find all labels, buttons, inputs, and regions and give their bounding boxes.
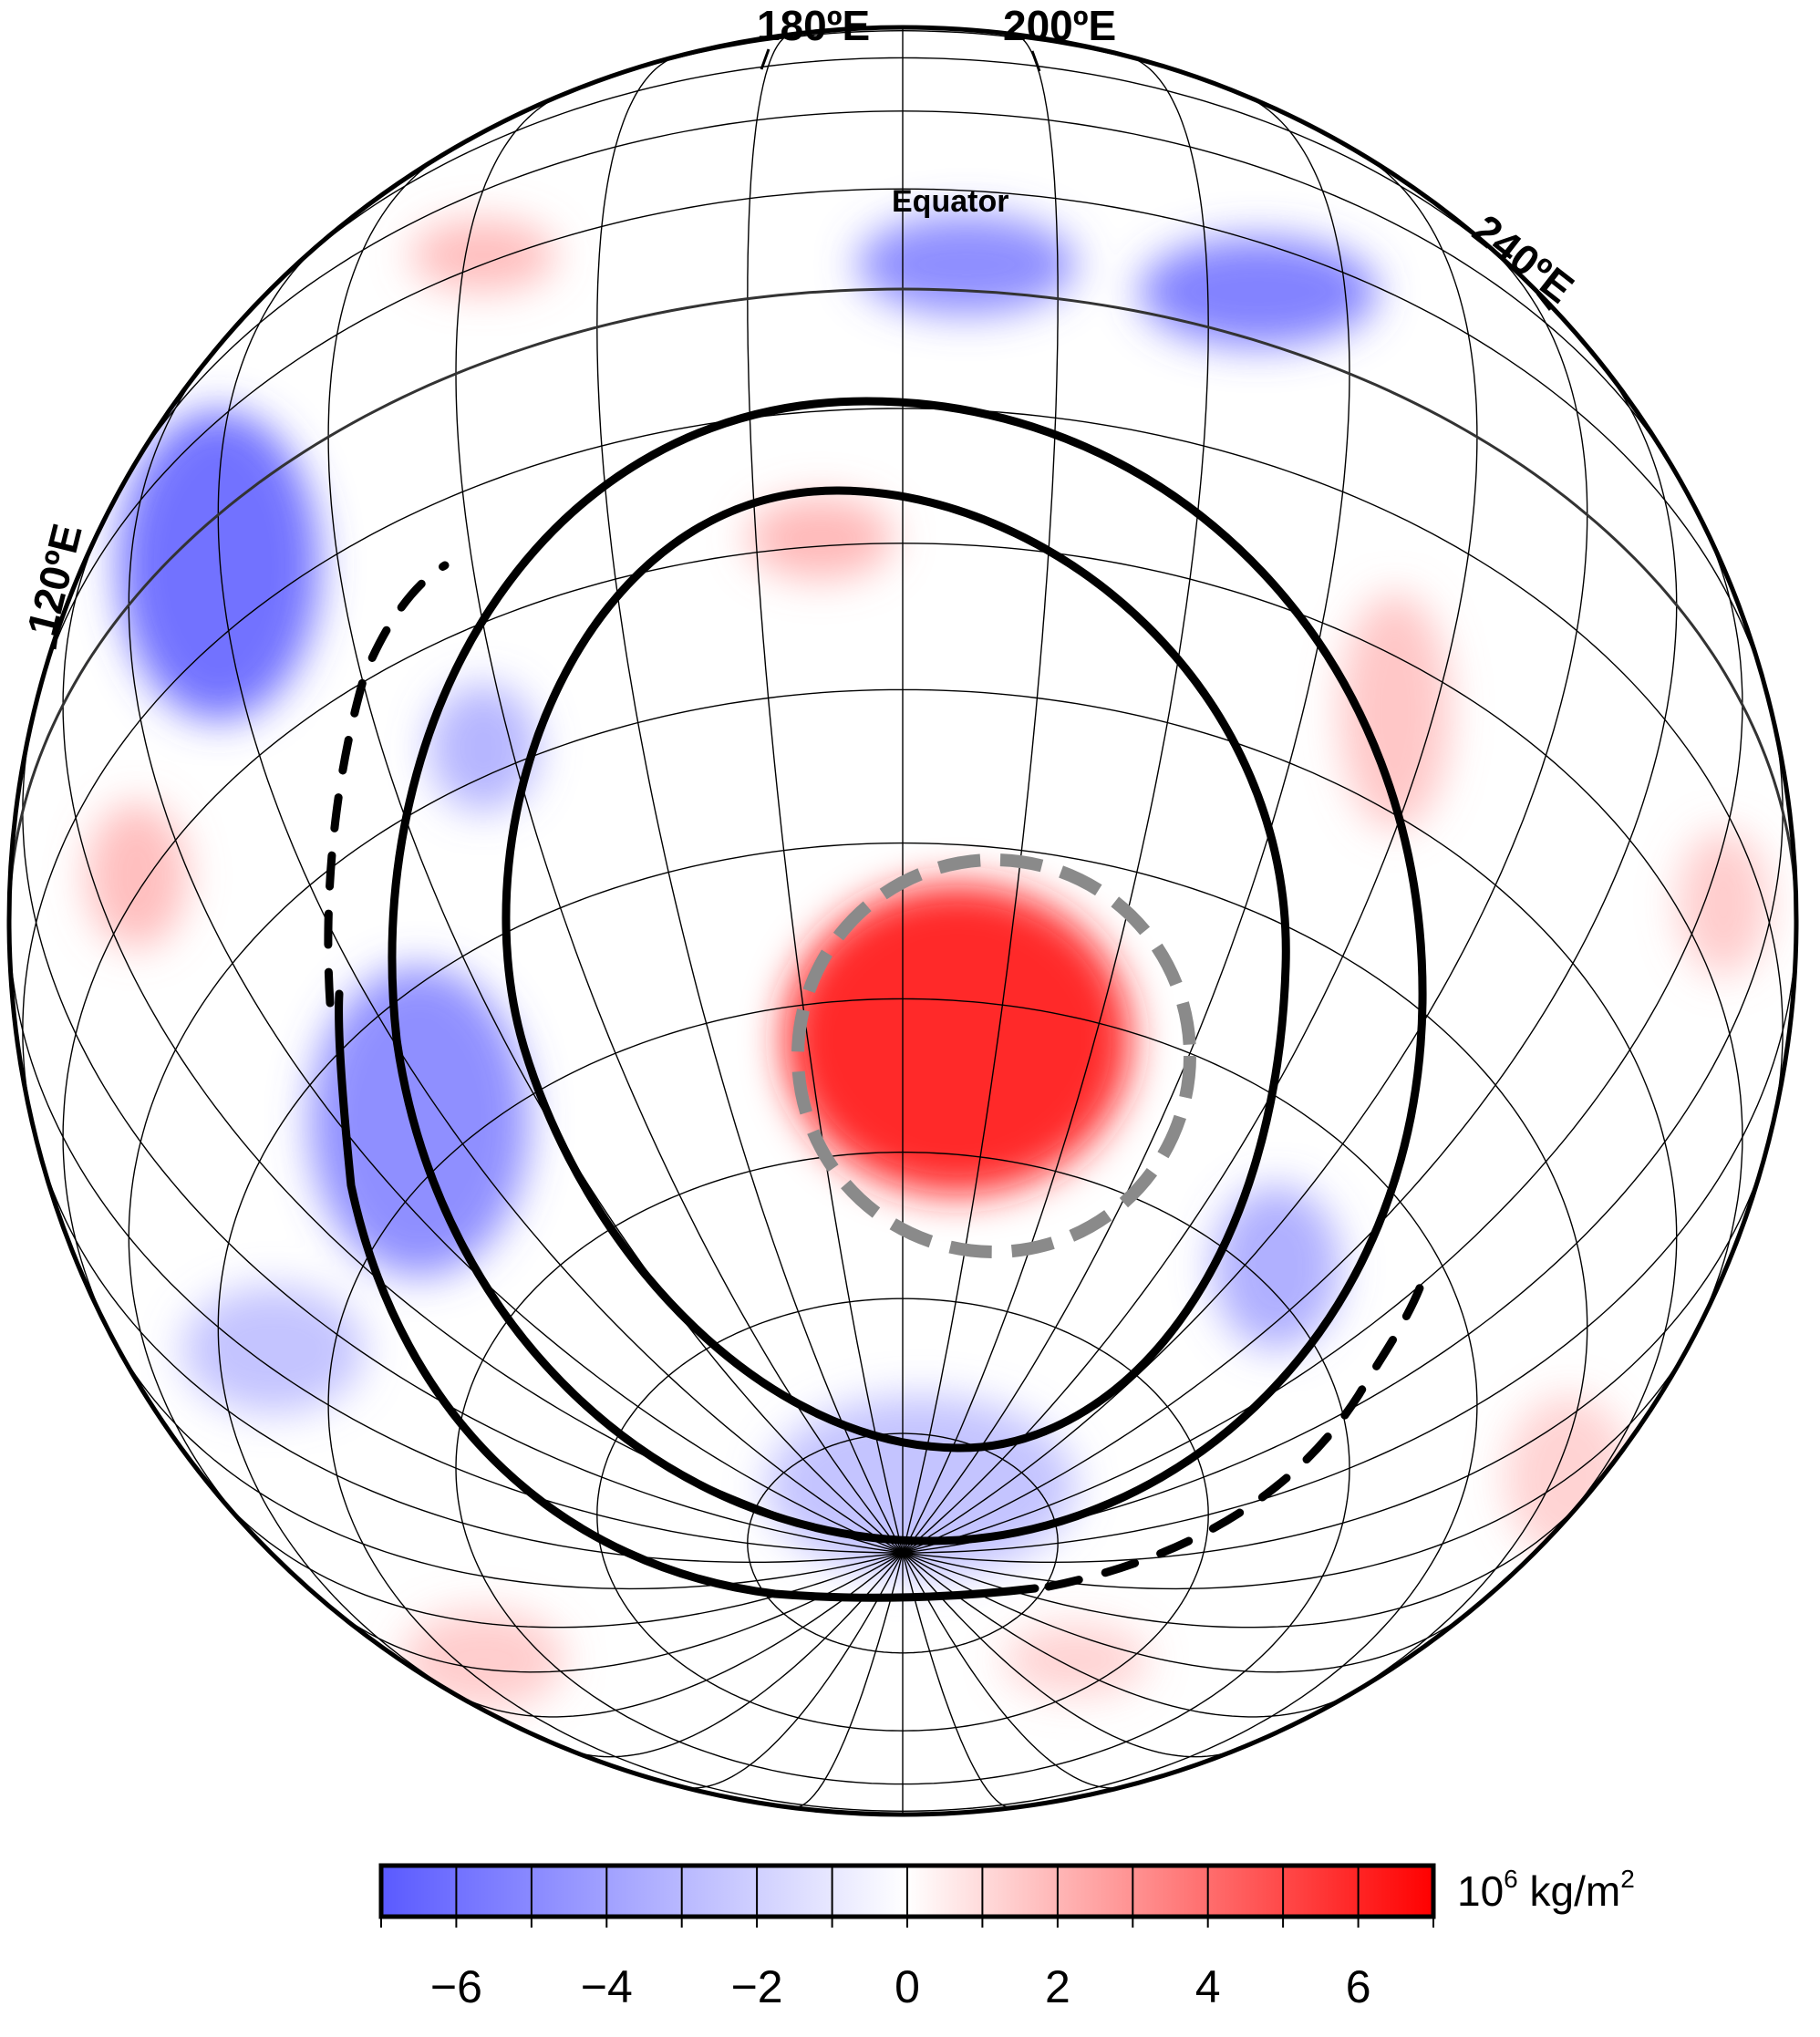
neg-blob-1 (857, 214, 1076, 315)
meridian-line (902, 1552, 1356, 1718)
parallel-line (123, 110, 1682, 483)
parallel-line (217, 842, 1588, 1734)
meridian-line (747, 34, 904, 1554)
outermost-ring-dashed-right (1044, 1263, 1432, 1591)
neg-blob-5 (1213, 1185, 1340, 1349)
meridian-line (902, 1552, 1478, 1673)
colorbar-tick-label: 4 (1195, 1961, 1221, 2012)
meridian-line (9, 932, 904, 1554)
meridian-line (902, 920, 1796, 1554)
parallel-line (275, 57, 1530, 284)
label-200E: 200ºE (1003, 2, 1116, 49)
parallel-line (62, 543, 1743, 1350)
meridian-line (902, 55, 1209, 1554)
tick-240 (1536, 293, 1552, 311)
meridian-line (596, 55, 904, 1554)
globe-outline (6, 25, 1799, 1817)
colorbar-tick-label: −6 (430, 1961, 482, 2012)
meridian-line (902, 34, 1059, 1554)
meridian-line (327, 1552, 904, 1673)
colorbar-tick-label: 2 (1045, 1961, 1070, 2012)
meridian-line (327, 153, 904, 1554)
tick-180 (760, 48, 770, 70)
pos-blob-6 (1678, 830, 1769, 976)
neg-blob-3 (119, 410, 319, 720)
parallel-line (128, 688, 1678, 1552)
meridian-line (455, 95, 904, 1554)
colorbar-ticks: −6 −4 −2 0 2 4 6 (380, 1866, 1434, 2012)
meridian-line (902, 1552, 1123, 1789)
neg-blob-2 (1140, 237, 1377, 346)
meridian-line (450, 1552, 904, 1718)
parallel-line (22, 408, 1784, 1139)
gray-dashed-circle (791, 853, 1196, 1258)
equator-label: Equator (892, 184, 1008, 219)
meridian-line (902, 153, 1478, 1554)
meridian-line (902, 1488, 1593, 1629)
colorbar-tick-label: 0 (894, 1961, 920, 2012)
meridian-line (22, 713, 904, 1554)
meridian-line (902, 1552, 1013, 1809)
colorbar-tick-label: 6 (1346, 1961, 1371, 2012)
pos-blob-main (784, 884, 1131, 1194)
meridian-line (902, 359, 1678, 1554)
meridian-line (902, 95, 1350, 1554)
neg-blob-4 (310, 967, 529, 1277)
basin-rings (324, 397, 1432, 1602)
outermost-ring-dashed-left (324, 561, 450, 1008)
colorbar: −6 −4 −2 0 2 4 6 106 kg/m2 (378, 1863, 1635, 2012)
meridian-line (902, 1552, 1241, 1758)
longitude-ticks (53, 48, 1552, 650)
tick-200 (1030, 50, 1041, 72)
colorbar-tick-label: −4 (581, 1961, 633, 2012)
meridian-line (128, 359, 904, 1554)
outermost-ring-solid (335, 989, 1039, 1602)
inner-ring (502, 486, 1290, 1453)
equator-line (7, 287, 1798, 922)
tick-120 (53, 630, 59, 650)
pos-blob-7 (401, 1609, 565, 1710)
pos-blob-3 (410, 219, 556, 292)
pos-blob-5 (1340, 593, 1450, 830)
parallel-line (596, 1298, 1209, 1732)
colorbar-tick-label: −2 (731, 1961, 783, 2012)
colorbar-unit: 106 kg/m2 (1457, 1865, 1635, 1915)
pos-blob-4 (87, 802, 187, 948)
neg-blob-7 (182, 1286, 365, 1413)
label-180E: 180ºE (757, 2, 870, 49)
meridian-line (217, 241, 904, 1554)
neg-blob-8 (429, 684, 538, 812)
meridian-line (902, 713, 1784, 1554)
parallel-line (327, 998, 1478, 1813)
meridian-line (682, 1552, 904, 1789)
outer-ring (388, 397, 1427, 1546)
pos-blob-9 (1003, 1623, 1149, 1696)
pos-blob-2 (748, 497, 894, 579)
meridian-line (792, 1552, 904, 1809)
meridian-line (212, 1488, 904, 1629)
meridian-line (564, 1552, 904, 1758)
parallel-line (37, 188, 1768, 693)
